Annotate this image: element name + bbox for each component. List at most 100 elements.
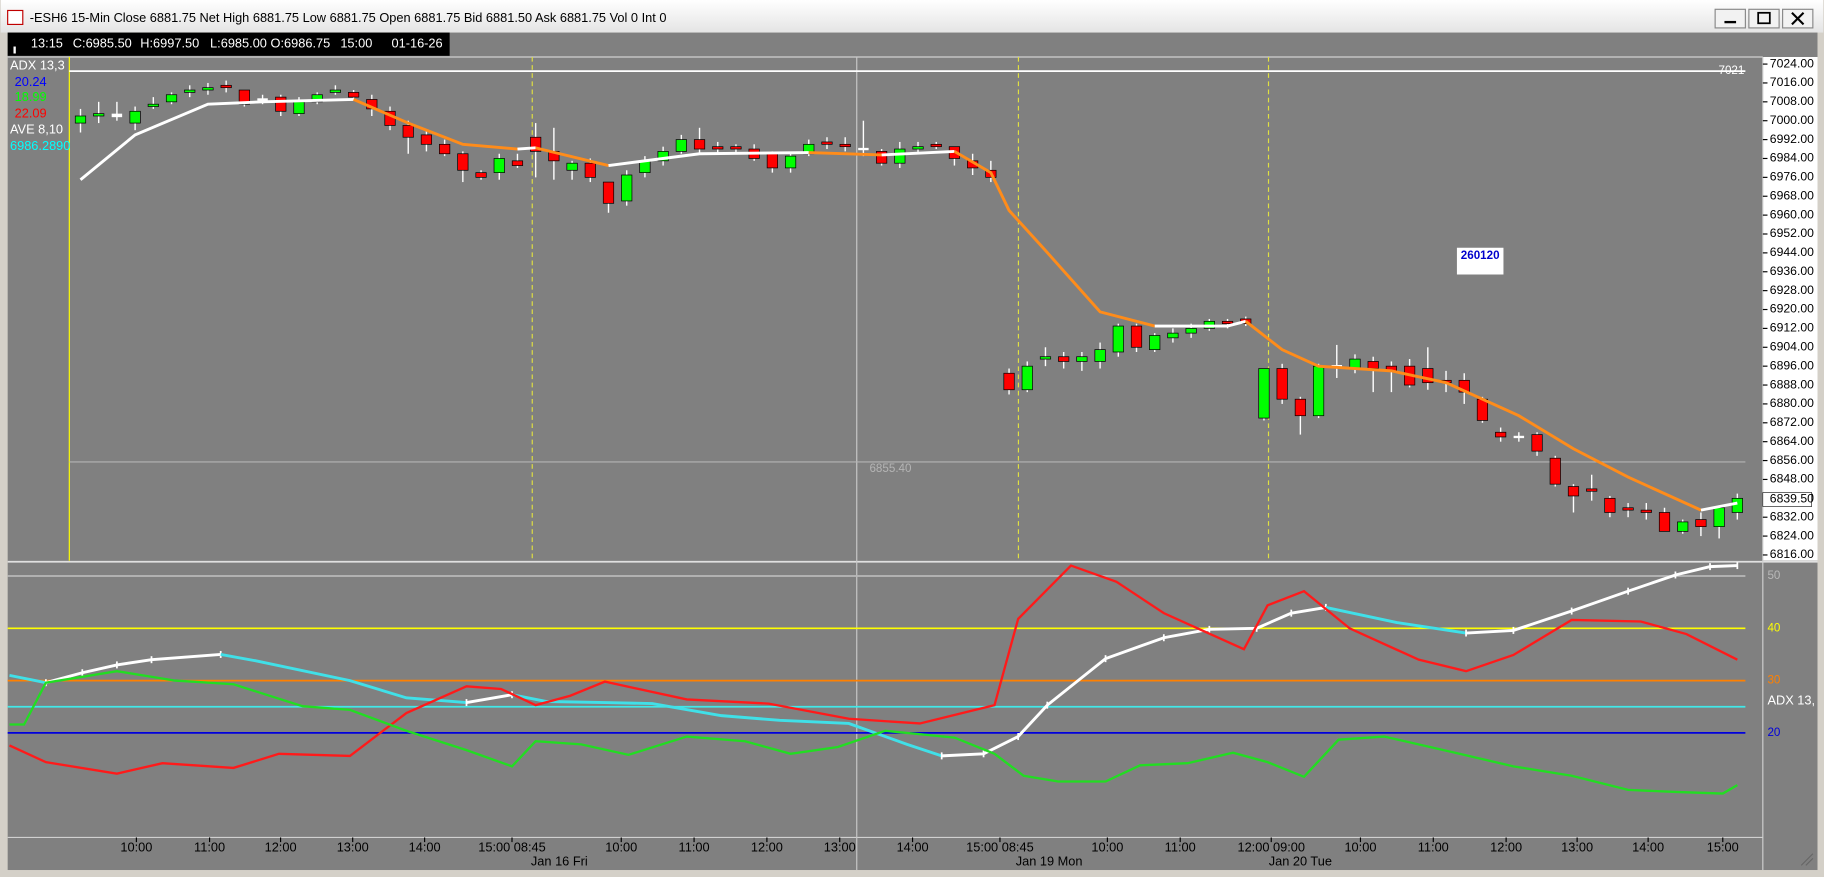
maximize-icon — [1757, 11, 1771, 25]
candle-body — [1276, 368, 1288, 400]
candle-body — [129, 110, 141, 124]
annotation-label: 6855.40 — [869, 462, 912, 475]
y-tick-label: 6936.00 — [1770, 264, 1814, 278]
candle-body — [693, 139, 706, 150]
x-tick-label: 15:00 08:45 — [478, 839, 546, 854]
app-icon — [7, 9, 24, 26]
candle-body — [1622, 507, 1634, 511]
info-cursor — [13, 46, 16, 54]
candle-body — [530, 136, 542, 152]
moving-average — [1244, 320, 1702, 512]
adx-line — [511, 693, 943, 758]
x-tick-label: 11:00 — [1418, 839, 1449, 854]
x-tick-label: 13:00 — [337, 839, 369, 854]
candle-body — [420, 134, 433, 145]
candle-body — [1531, 434, 1543, 452]
candle-body — [293, 101, 305, 114]
y-tick-label: 6816.00 — [1770, 547, 1814, 561]
y-tick-label: 6928.00 — [1770, 283, 1814, 297]
minimize-button[interactable] — [1714, 8, 1746, 29]
legend-value: 18.99 — [15, 89, 47, 104]
y-tick-label: 7008.00 — [1770, 94, 1814, 108]
candle-body — [712, 146, 724, 150]
y-tick-label: 6888.00 — [1770, 377, 1814, 391]
candle-body — [257, 98, 268, 101]
candle-body — [1185, 328, 1197, 334]
adx-line — [9, 673, 47, 685]
x-date-label: Jan 19 Mon — [1016, 853, 1083, 868]
candle-body — [566, 162, 578, 171]
x-tick-label: 11:00 — [679, 839, 710, 854]
candle-body — [238, 89, 250, 105]
moving-average — [608, 151, 809, 167]
candle-body — [1567, 486, 1580, 497]
candle-body — [894, 148, 906, 164]
candle-body — [1094, 349, 1106, 362]
x-tick-label: 14:00 — [897, 839, 929, 854]
info-date: 01-16-26 — [391, 36, 442, 51]
y-tick-label: 6896.00 — [1770, 358, 1814, 372]
candle-body — [912, 146, 924, 150]
y-tick-label: 6976.00 — [1770, 170, 1814, 184]
moving-average — [808, 151, 882, 157]
x-tick-label: 12:00 — [751, 839, 783, 854]
candle-body — [74, 115, 87, 124]
candle-body — [1294, 398, 1306, 417]
marker-label: 260120 — [1461, 249, 1500, 262]
candle-body — [275, 96, 287, 112]
candle-body — [1112, 325, 1124, 353]
candle-body — [1695, 519, 1707, 527]
candle-body — [329, 89, 341, 93]
info-close: C:6985.50 — [73, 36, 132, 51]
x-tick-label: 13:00 — [1561, 839, 1593, 854]
x-tick-label: 12:00 — [1490, 839, 1522, 854]
y-tick-label: 6864.00 — [1770, 434, 1814, 448]
y-tick-label: 6872.00 — [1770, 415, 1814, 429]
moving-average — [953, 150, 1156, 328]
x-tick-label: 15:00 08:45 — [966, 839, 1034, 854]
candle-body — [1130, 325, 1143, 348]
y-tick-label: 6880.00 — [1770, 396, 1814, 410]
candle-body — [493, 158, 505, 173]
window-buttons — [1714, 8, 1814, 29]
last-price-box — [1762, 492, 1812, 507]
candle-body — [348, 92, 360, 98]
x-date-label: Jan 20 Tue — [1269, 853, 1332, 868]
candle-body — [165, 94, 178, 103]
x-tick-label: 10:00 — [605, 839, 637, 854]
x-date-label: Jan 16 Fri — [531, 853, 588, 868]
x-tick-label: 15:00 — [1707, 839, 1739, 854]
legend: ADX 13,3 20.24 18.99 22.09 AVE 8,10 6986… — [10, 58, 70, 153]
moving-average — [79, 98, 354, 181]
moving-average — [1700, 501, 1738, 512]
x-tick-label: 13:00 — [824, 839, 856, 854]
candle-body — [93, 113, 105, 117]
candle-body — [147, 103, 159, 107]
close-icon — [1791, 12, 1805, 26]
info-bar-time: 15:00 — [340, 36, 372, 51]
candle-body — [220, 84, 232, 89]
y-tick-label: 6960.00 — [1770, 207, 1814, 221]
candle-body — [1039, 356, 1052, 360]
info-low: L:6985.00 — [210, 36, 267, 51]
legend-adx: ADX 13,3 — [10, 58, 65, 73]
info-open: O:6986.75 — [271, 36, 331, 51]
info-bar — [7, 32, 450, 56]
y-tick-label: 6944.00 — [1770, 245, 1814, 259]
y-tick-label: 6904.00 — [1770, 339, 1814, 353]
legend-ave: AVE 8,10 — [10, 122, 63, 137]
level-label: 20 — [1767, 726, 1780, 739]
candle-body — [858, 147, 869, 151]
y-tick-label: 6968.00 — [1770, 188, 1814, 202]
moving-average — [535, 146, 609, 167]
y-tick-label: 6920.00 — [1770, 302, 1814, 316]
maximize-button[interactable] — [1748, 8, 1780, 29]
legend-value: 6986.2890 — [10, 138, 70, 153]
price-axis — [1762, 56, 1818, 561]
candle-body — [1021, 365, 1033, 391]
plot-layer: 7024.00 7016.00 7008.00 7000.00 6992.00 6984.… — [7, 56, 1814, 868]
x-tick-label: 10:00 — [1344, 839, 1376, 854]
candle-body — [1586, 488, 1598, 492]
candle-body — [930, 143, 942, 148]
